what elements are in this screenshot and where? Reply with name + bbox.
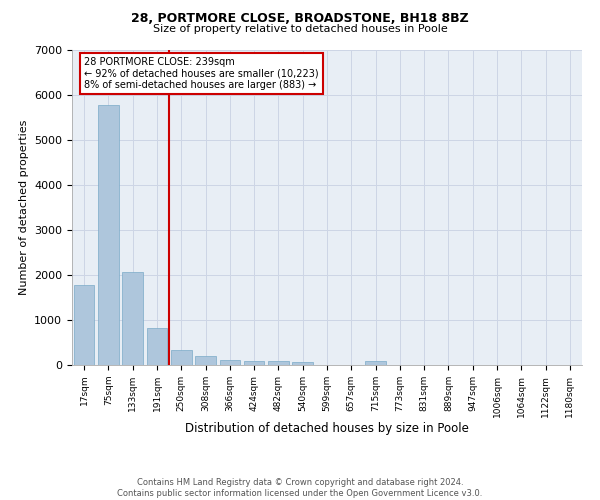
Text: Contains HM Land Registry data © Crown copyright and database right 2024.
Contai: Contains HM Land Registry data © Crown c…	[118, 478, 482, 498]
Bar	[195, 356, 216, 365]
Bar	[98, 105, 119, 365]
Y-axis label: Number of detached properties: Number of detached properties	[19, 120, 29, 295]
Bar	[146, 328, 167, 365]
Bar	[74, 285, 94, 365]
Bar	[171, 350, 191, 365]
Bar	[122, 272, 143, 365]
Text: Size of property relative to detached houses in Poole: Size of property relative to detached ho…	[152, 24, 448, 34]
Bar	[244, 360, 265, 365]
Text: 28 PORTMORE CLOSE: 239sqm
← 92% of detached houses are smaller (10,223)
8% of se: 28 PORTMORE CLOSE: 239sqm ← 92% of detac…	[85, 56, 319, 90]
Text: 28, PORTMORE CLOSE, BROADSTONE, BH18 8BZ: 28, PORTMORE CLOSE, BROADSTONE, BH18 8BZ	[131, 12, 469, 26]
Bar	[268, 361, 289, 365]
Bar	[365, 362, 386, 365]
X-axis label: Distribution of detached houses by size in Poole: Distribution of detached houses by size …	[185, 422, 469, 436]
Bar	[292, 362, 313, 365]
Bar	[220, 360, 240, 365]
